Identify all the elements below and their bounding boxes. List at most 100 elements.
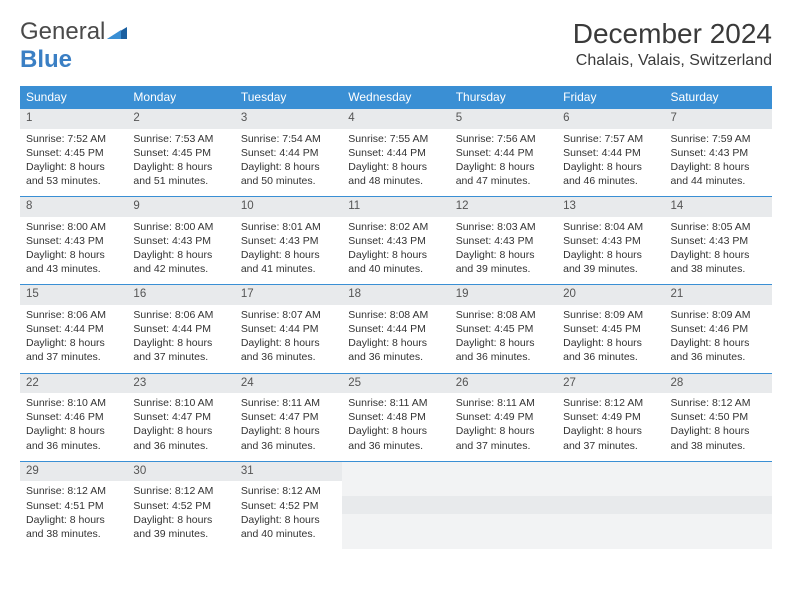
day-number: 19 — [450, 285, 557, 305]
day-cell: 4Sunrise: 7:55 AMSunset: 4:44 PMDaylight… — [342, 109, 449, 197]
day-number: 28 — [665, 374, 772, 394]
daylight-text-1: Daylight: 8 hours — [671, 336, 766, 350]
sunset-text: Sunset: 4:44 PM — [133, 322, 228, 336]
sunrise-text: Sunrise: 7:57 AM — [563, 132, 658, 146]
day-number: 13 — [557, 197, 664, 217]
sunset-text: Sunset: 4:44 PM — [348, 146, 443, 160]
daylight-text-1: Daylight: 8 hours — [563, 160, 658, 174]
sunrise-text: Sunrise: 8:11 AM — [456, 396, 551, 410]
day-cell: 19 Sunrise: 8:08 AMSunset: 4:45 PMDayligh… — [450, 285, 557, 373]
daylight-text-2: and 37 minutes. — [563, 439, 658, 453]
page-title: December 2024 — [573, 18, 772, 50]
week-row: 29Sunrise: 8:12 AMSunset: 4:51 PMDayligh… — [20, 461, 772, 549]
day-number: 8 — [20, 197, 127, 217]
daylight-text-1: Daylight: 8 hours — [348, 424, 443, 438]
day-number: 5 — [450, 109, 557, 129]
daylight-text-2: and 36 minutes. — [241, 350, 336, 364]
title-block: December 2024 Chalais, Valais, Switzerla… — [573, 18, 772, 70]
day-cell: 22Sunrise: 8:10 AMSunset: 4:46 PMDayligh… — [20, 373, 127, 461]
sunset-text: Sunset: 4:45 PM — [456, 322, 551, 336]
day-cell: 11Sunrise: 8:02 AMSunset: 4:43 PMDayligh… — [342, 197, 449, 285]
sunrise-text: Sunrise: 8:02 AM — [348, 220, 443, 234]
daylight-text-1: Daylight: 8 hours — [563, 248, 658, 262]
sunset-text: Sunset: 4:52 PM — [133, 499, 228, 513]
daylight-text-2: and 42 minutes. — [133, 262, 228, 276]
empty-day-cell — [665, 461, 772, 549]
sunset-text: Sunset: 4:43 PM — [133, 234, 228, 248]
sunrise-text: Sunrise: 8:12 AM — [563, 396, 658, 410]
sunset-text: Sunset: 4:43 PM — [26, 234, 121, 248]
day-cell: 17Sunrise: 8:07 AMSunset: 4:44 PMDayligh… — [235, 285, 342, 373]
daylight-text-2: and 39 minutes. — [456, 262, 551, 276]
day-header: Friday — [557, 86, 664, 109]
daylight-text-2: and 51 minutes. — [133, 174, 228, 188]
sunrise-text: Sunrise: 8:12 AM — [241, 484, 336, 498]
daylight-text-1: Daylight: 8 hours — [241, 248, 336, 262]
day-cell: 24Sunrise: 8:11 AMSunset: 4:47 PMDayligh… — [235, 373, 342, 461]
daylight-text-1: Daylight: 8 hours — [133, 248, 228, 262]
sunset-text: Sunset: 4:46 PM — [671, 322, 766, 336]
sunset-text: Sunset: 4:45 PM — [26, 146, 121, 160]
sunrise-text: Sunrise: 8:00 AM — [133, 220, 228, 234]
logo: General Blue — [20, 18, 127, 74]
daylight-text-2: and 44 minutes. — [671, 174, 766, 188]
day-header: Wednesday — [342, 86, 449, 109]
day-number: 9 — [127, 197, 234, 217]
empty-num-row — [557, 496, 664, 514]
sunset-text: Sunset: 4:49 PM — [456, 410, 551, 424]
day-number: 10 — [235, 197, 342, 217]
day-cell: 10Sunrise: 8:01 AMSunset: 4:43 PMDayligh… — [235, 197, 342, 285]
day-cell: 18Sunrise: 8:08 AMSunset: 4:44 PMDayligh… — [342, 285, 449, 373]
daylight-text-2: and 53 minutes. — [26, 174, 121, 188]
daylight-text-2: and 39 minutes. — [563, 262, 658, 276]
empty-num-row — [450, 496, 557, 514]
daylight-text-2: and 36 minutes. — [348, 439, 443, 453]
daylight-text-1: Daylight: 8 hours — [26, 336, 121, 350]
sunrise-text: Sunrise: 8:08 AM — [456, 308, 551, 322]
daylight-text-1: Daylight: 8 hours — [241, 336, 336, 350]
sunset-text: Sunset: 4:49 PM — [563, 410, 658, 424]
day-number: 18 — [342, 285, 449, 305]
daylight-text-2: and 37 minutes. — [26, 350, 121, 364]
day-cell: 2Sunrise: 7:53 AMSunset: 4:45 PMDaylight… — [127, 109, 234, 197]
daylight-text-2: and 36 minutes. — [26, 439, 121, 453]
week-row: 8Sunrise: 8:00 AMSunset: 4:43 PMDaylight… — [20, 197, 772, 285]
sunrise-text: Sunrise: 8:08 AM — [348, 308, 443, 322]
day-number: 22 — [20, 374, 127, 394]
daylight-text-1: Daylight: 8 hours — [133, 424, 228, 438]
sunset-text: Sunset: 4:44 PM — [456, 146, 551, 160]
daylight-text-1: Daylight: 8 hours — [563, 336, 658, 350]
sunrise-text: Sunrise: 7:52 AM — [26, 132, 121, 146]
sunrise-text: Sunrise: 7:55 AM — [348, 132, 443, 146]
sunset-text: Sunset: 4:45 PM — [133, 146, 228, 160]
daylight-text-2: and 48 minutes. — [348, 174, 443, 188]
week-row: 22Sunrise: 8:10 AMSunset: 4:46 PMDayligh… — [20, 373, 772, 461]
daylight-text-2: and 38 minutes. — [26, 527, 121, 541]
sunset-text: Sunset: 4:46 PM — [26, 410, 121, 424]
day-number: 7 — [665, 109, 772, 129]
daylight-text-1: Daylight: 8 hours — [456, 248, 551, 262]
sunset-text: Sunset: 4:43 PM — [456, 234, 551, 248]
daylight-text-1: Daylight: 8 hours — [348, 336, 443, 350]
sunrise-text: Sunrise: 8:12 AM — [133, 484, 228, 498]
week-row: 15Sunrise: 8:06 AMSunset: 4:44 PMDayligh… — [20, 285, 772, 373]
day-number: 1 — [20, 109, 127, 129]
logo-general-text: General — [20, 18, 105, 45]
daylight-text-2: and 36 minutes. — [133, 439, 228, 453]
daylight-text-1: Daylight: 8 hours — [26, 248, 121, 262]
daylight-text-2: and 40 minutes. — [241, 527, 336, 541]
sunset-text: Sunset: 4:44 PM — [241, 322, 336, 336]
empty-day-cell — [557, 461, 664, 549]
day-cell: 31Sunrise: 8:12 AMSunset: 4:52 PMDayligh… — [235, 461, 342, 549]
sunset-text: Sunset: 4:45 PM — [563, 322, 658, 336]
day-cell: 25Sunrise: 8:11 AMSunset: 4:48 PMDayligh… — [342, 373, 449, 461]
day-cell: 6Sunrise: 7:57 AMSunset: 4:44 PMDaylight… — [557, 109, 664, 197]
sunset-text: Sunset: 4:50 PM — [671, 410, 766, 424]
daylight-text-1: Daylight: 8 hours — [133, 513, 228, 527]
daylight-text-2: and 36 minutes. — [563, 350, 658, 364]
daylight-text-1: Daylight: 8 hours — [348, 160, 443, 174]
daylight-text-1: Daylight: 8 hours — [456, 336, 551, 350]
daylight-text-2: and 47 minutes. — [456, 174, 551, 188]
daylight-text-2: and 37 minutes. — [456, 439, 551, 453]
sunrise-text: Sunrise: 8:04 AM — [563, 220, 658, 234]
